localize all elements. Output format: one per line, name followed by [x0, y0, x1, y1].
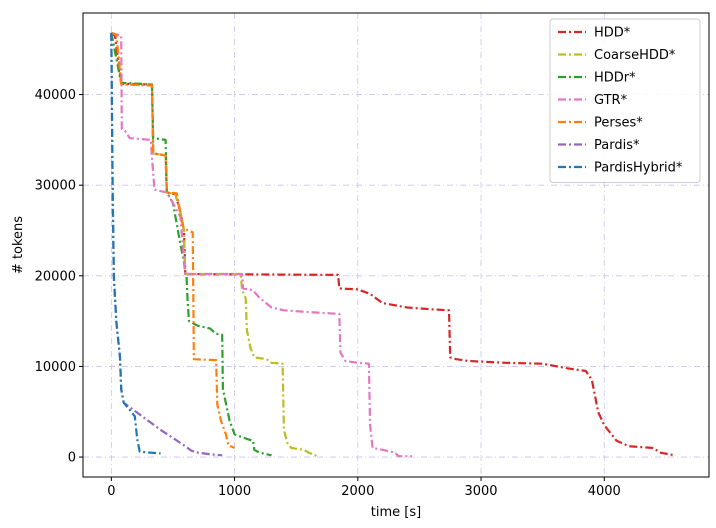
x-tick-label: 4000 [588, 484, 621, 499]
legend-box [549, 18, 701, 183]
legend-pardishybrid-label: PardisHybrid* [594, 161, 683, 176]
x-tick-label: 0 [107, 484, 115, 499]
legend-coarsehdd-label: CoarseHDD* [594, 48, 676, 63]
legend-perses-label: Perses* [594, 116, 643, 131]
series-layer [110, 31, 675, 458]
x-axis-label: time [s] [371, 505, 421, 520]
y-tick-label: 30000 [35, 179, 76, 194]
y-tick-label: 20000 [35, 269, 76, 284]
plot-frame [82, 12, 710, 478]
y-tick-label: 40000 [35, 88, 76, 103]
y-tick-label: 0 [68, 451, 76, 466]
legend-pardis-label: Pardis* [594, 138, 640, 153]
y-tick-label: 10000 [35, 360, 76, 375]
x-tick-label: 2000 [341, 484, 374, 499]
legend-gtr-label: GTR* [594, 93, 628, 108]
legend: HDD* CoarseHDD* HDDr* GTR* Perses* Pardis* Par… [549, 18, 701, 183]
series-hddr-line [110, 32, 272, 457]
series-pardishybrid-line [110, 32, 161, 455]
grid [83, 13, 709, 477]
x-tick-label: 3000 [464, 484, 497, 499]
y-axis-label: # tokens [11, 216, 26, 274]
legend-hdd-label: HDD* [594, 26, 631, 41]
series-gtr-line [111, 31, 412, 458]
x-tick-label: 1000 [218, 484, 251, 499]
series-pardis-line [110, 32, 223, 457]
series-perses-line [110, 31, 236, 450]
legend-hddr-label: HDDr* [594, 71, 636, 86]
series-coarsehdd-line [110, 32, 318, 458]
